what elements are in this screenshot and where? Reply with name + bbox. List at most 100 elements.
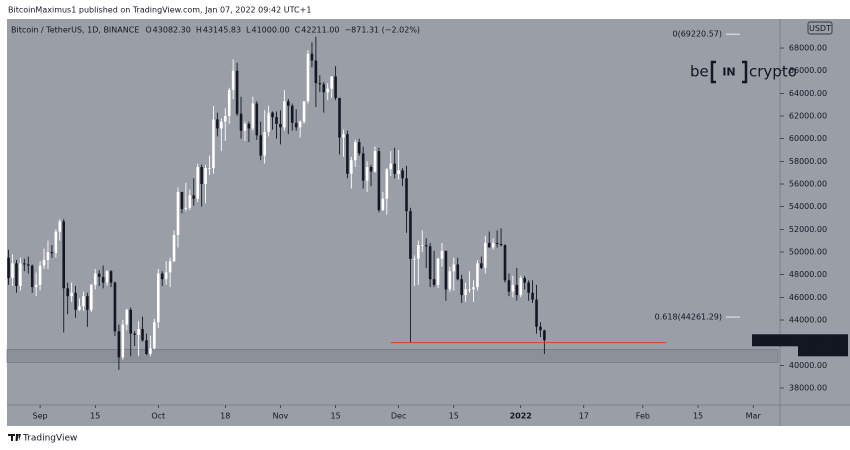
candle-body bbox=[483, 242, 487, 268]
candle-body bbox=[26, 264, 30, 266]
candle-body bbox=[184, 207, 188, 209]
candle-body bbox=[338, 97, 341, 138]
candle-body bbox=[93, 273, 97, 285]
candle-body bbox=[385, 169, 389, 199]
candle-body bbox=[346, 134, 349, 174]
candle-body bbox=[176, 191, 180, 236]
candle-body bbox=[369, 167, 373, 172]
x-tick-label: Oct bbox=[151, 412, 165, 421]
ohlc-value: 41000.00 bbox=[252, 26, 290, 35]
candle-body bbox=[58, 221, 62, 232]
candle-body bbox=[535, 299, 538, 327]
y-tick-label: 44000.00 bbox=[789, 316, 827, 325]
x-tick-label: 18 bbox=[220, 412, 230, 421]
candle-body bbox=[208, 168, 211, 169]
candle-body bbox=[543, 330, 546, 341]
candle-body bbox=[113, 282, 117, 332]
candle-body bbox=[180, 191, 184, 209]
footer-logo: TradingView bbox=[8, 434, 77, 444]
candle-body bbox=[452, 264, 456, 272]
candle-body bbox=[377, 151, 381, 211]
publisher: BitcoinMaximus1 published on TradingView… bbox=[8, 6, 311, 15]
candle-body bbox=[440, 250, 444, 259]
x-tick-label: Mar bbox=[746, 412, 762, 421]
candle-body bbox=[164, 272, 168, 280]
candle-body bbox=[306, 53, 310, 102]
candle-body bbox=[168, 261, 172, 273]
candle-body bbox=[389, 163, 393, 170]
candle-body bbox=[227, 89, 231, 117]
chart-title: Bitcoin / TetherUS, 1D, BINANCE bbox=[11, 26, 139, 35]
candle-body bbox=[468, 289, 471, 291]
candle-body bbox=[275, 117, 278, 124]
candle-body bbox=[480, 263, 483, 268]
candle-body bbox=[405, 178, 408, 212]
candle-body bbox=[515, 284, 519, 296]
candle-body bbox=[491, 242, 495, 248]
candle-body bbox=[145, 340, 148, 355]
x-tick-label: 15 bbox=[90, 412, 100, 421]
y-tick-label: 54000.00 bbox=[789, 202, 827, 211]
ohlc-key: C bbox=[295, 26, 301, 35]
candle-body bbox=[54, 231, 58, 254]
x-tick-label: Feb bbox=[636, 412, 650, 421]
candle-body bbox=[243, 123, 247, 131]
x-tick-label: 2022 bbox=[510, 412, 532, 421]
candle-body bbox=[401, 170, 404, 179]
candle-body bbox=[326, 88, 330, 93]
candle-body bbox=[78, 306, 81, 310]
candle-body bbox=[310, 53, 314, 61]
ohlc-key: H bbox=[196, 26, 202, 35]
candle-body bbox=[397, 170, 400, 174]
candle-body bbox=[279, 123, 282, 128]
candle-body bbox=[125, 309, 129, 325]
candle-body bbox=[188, 195, 192, 208]
countdown: 15:17:14 bbox=[805, 346, 841, 355]
candle-body bbox=[160, 273, 164, 280]
y-tick-label: 46000.00 bbox=[789, 293, 827, 302]
candle-body bbox=[97, 273, 101, 277]
y-tick-label: 50000.00 bbox=[789, 248, 827, 257]
candle-body bbox=[464, 289, 467, 296]
candle-body bbox=[235, 70, 239, 114]
candle-body bbox=[523, 278, 526, 283]
candle-body bbox=[417, 245, 420, 259]
candle-body bbox=[50, 252, 54, 254]
candle-body bbox=[82, 296, 85, 307]
candle-body bbox=[30, 265, 34, 288]
change: −871.31 (−2.02%) bbox=[344, 26, 420, 35]
candle-body bbox=[287, 101, 290, 106]
candle-body bbox=[137, 329, 140, 335]
candle-body bbox=[200, 167, 203, 185]
candle-body bbox=[444, 250, 448, 290]
candle-body bbox=[7, 257, 10, 279]
fib-label: 0.618(44261.29) bbox=[655, 313, 722, 322]
candle-body bbox=[318, 83, 322, 85]
candle-body bbox=[223, 116, 227, 122]
candle-body bbox=[19, 263, 22, 287]
y-tick-label: 56000.00 bbox=[789, 180, 827, 189]
candle-body bbox=[192, 195, 196, 199]
candle-body bbox=[381, 198, 385, 211]
candle-body bbox=[212, 119, 215, 169]
ohlc-key: O bbox=[145, 26, 151, 35]
candle-body bbox=[196, 167, 199, 199]
candle-body bbox=[503, 245, 507, 281]
candle-body bbox=[448, 271, 452, 290]
candle-body bbox=[499, 244, 503, 246]
y-tick-label: 64000.00 bbox=[789, 89, 827, 98]
candle-body bbox=[302, 101, 306, 122]
candle-body bbox=[361, 153, 365, 181]
candle-body bbox=[420, 245, 424, 247]
price-tag bbox=[798, 334, 848, 357]
price-label: 42211.00 bbox=[804, 336, 842, 345]
candle-body bbox=[365, 167, 369, 181]
candle-body bbox=[247, 123, 251, 129]
candle-body bbox=[373, 151, 377, 172]
chart-background bbox=[7, 19, 850, 426]
logo-brackets bbox=[710, 60, 748, 84]
symbol-label: BTCUSDT bbox=[756, 336, 794, 345]
candle-body bbox=[527, 282, 530, 293]
candle-body bbox=[507, 280, 511, 292]
